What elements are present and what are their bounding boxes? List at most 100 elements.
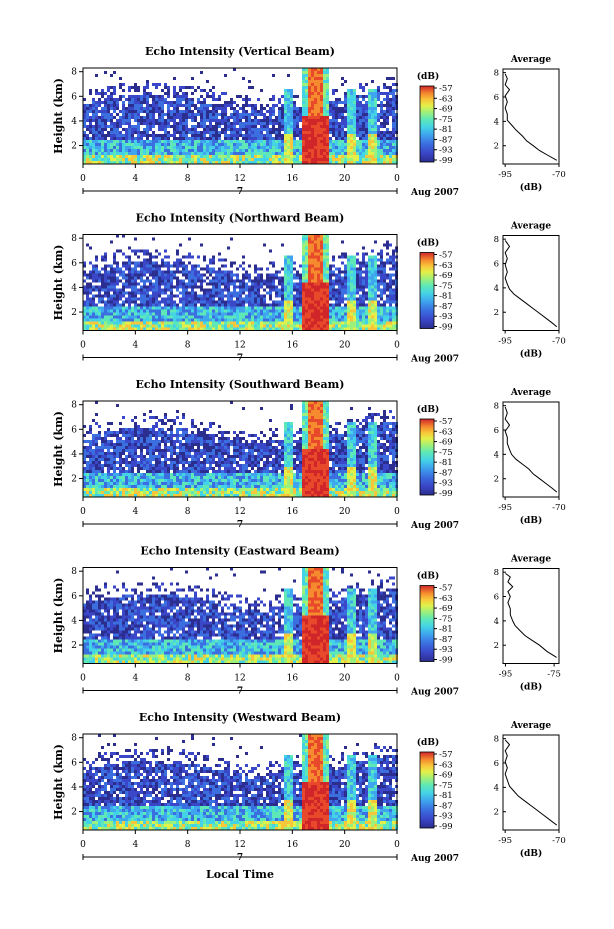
heatmap-cell — [323, 95, 326, 98]
heatmap-cell — [308, 134, 311, 137]
heatmap-cell — [344, 116, 347, 119]
heatmap-cell — [83, 455, 86, 458]
heatmap-cell — [149, 92, 152, 95]
heatmap-cell — [212, 137, 215, 140]
heatmap-cell — [281, 315, 284, 319]
heatmap-cell — [260, 297, 263, 301]
heatmap-cell — [128, 113, 131, 116]
x-tick-label: 4 — [132, 341, 138, 351]
heatmap-cell — [167, 312, 170, 316]
heatmap-cell — [359, 324, 362, 328]
heatmap-cell — [158, 101, 161, 104]
heatmap-cell — [311, 119, 314, 122]
heatmap-cell — [320, 273, 323, 277]
heatmap-cell — [269, 327, 272, 331]
heatmap-cell — [245, 155, 248, 158]
heatmap-cell — [347, 282, 350, 286]
heatmap-cell — [92, 98, 95, 101]
heatmap-cell — [350, 107, 353, 110]
heatmap-cell — [353, 143, 356, 146]
heatmap-cell — [302, 306, 305, 310]
heatmap-cell — [254, 279, 257, 283]
heatmap-cell — [197, 134, 200, 137]
heatmap-cell — [185, 107, 188, 110]
heatmap-cell — [158, 161, 161, 164]
heatmap-cell — [353, 122, 356, 125]
heatmap-cell — [182, 92, 185, 95]
heatmap-cell — [392, 282, 395, 286]
heatmap-cell — [89, 425, 92, 428]
heatmap-cell — [353, 134, 356, 137]
heatmap-cell — [98, 488, 101, 491]
heatmap-cell — [95, 158, 98, 161]
heatmap-cell — [362, 143, 365, 146]
heatmap-cell — [341, 110, 344, 113]
heatmap-cell — [224, 306, 227, 310]
heatmap-cell — [131, 86, 134, 89]
heatmap-cell — [263, 128, 266, 131]
heatmap-cell — [371, 273, 374, 277]
heatmap-cell — [185, 86, 188, 89]
heatmap-cell — [224, 101, 227, 104]
heatmap-cell — [140, 122, 143, 125]
heatmap-cell — [377, 86, 380, 89]
heatmap-cell — [251, 143, 254, 146]
heatmap-cell — [389, 161, 392, 164]
heatmap-cell — [308, 98, 311, 101]
heatmap-cell — [320, 107, 323, 110]
heatmap-cell — [377, 134, 380, 137]
heatmap-cell — [167, 131, 170, 134]
heatmap-cell — [365, 101, 368, 104]
heatmap-cell — [107, 89, 110, 92]
heatmap-cell — [227, 146, 230, 149]
heatmap-cell — [92, 440, 95, 443]
heatmap-cell — [293, 288, 296, 292]
heatmap-cell — [266, 122, 269, 125]
heatmap-cell — [86, 137, 89, 140]
heatmap-cell — [125, 119, 128, 122]
heatmap-cell — [362, 276, 365, 280]
heatmap-cell — [353, 95, 356, 98]
heatmap-cell — [230, 282, 233, 286]
heatmap-cell — [89, 452, 92, 455]
heatmap-cell — [389, 306, 392, 310]
heatmap-cell — [353, 107, 356, 110]
heatmap-cell — [383, 264, 386, 268]
heatmap-cell — [320, 252, 323, 256]
heatmap-cell — [104, 152, 107, 155]
heatmap-cell — [290, 303, 293, 307]
heatmap-cell — [293, 312, 296, 316]
heatmap-cell — [233, 294, 236, 298]
heatmap-cell — [242, 261, 245, 265]
heatmap-cell — [293, 309, 296, 313]
heatmap-cell — [128, 327, 131, 331]
heatmap-cell — [383, 276, 386, 280]
heatmap-cell — [98, 434, 101, 437]
heatmap-cell — [350, 128, 353, 131]
heatmap-cell — [104, 270, 107, 274]
heatmap-cell — [140, 161, 143, 164]
heatmap-cell — [146, 306, 149, 310]
heatmap-cell — [305, 71, 308, 74]
heatmap-cell — [176, 282, 179, 286]
heatmap-cell — [278, 282, 281, 286]
heatmap-cell — [326, 68, 329, 71]
heatmap-cell — [107, 131, 110, 134]
heatmap-cell — [218, 297, 221, 301]
heatmap-cell — [116, 306, 119, 310]
heatmap-cell — [137, 324, 140, 328]
heatmap-cell — [167, 264, 170, 268]
heatmap-cell — [185, 125, 188, 128]
heatmap-cell — [326, 252, 329, 256]
heatmap-cell — [215, 119, 218, 122]
heatmap-cell — [101, 324, 104, 328]
heatmap-cell — [314, 300, 317, 304]
heatmap-cell — [152, 303, 155, 307]
heatmap-cell — [221, 131, 224, 134]
heatmap-cell — [86, 149, 89, 152]
heatmap-cell — [254, 270, 257, 274]
heatmap-cell — [233, 116, 236, 119]
heatmap-cell — [134, 110, 137, 113]
heatmap-cell — [113, 327, 116, 331]
heatmap-cell — [284, 122, 287, 125]
